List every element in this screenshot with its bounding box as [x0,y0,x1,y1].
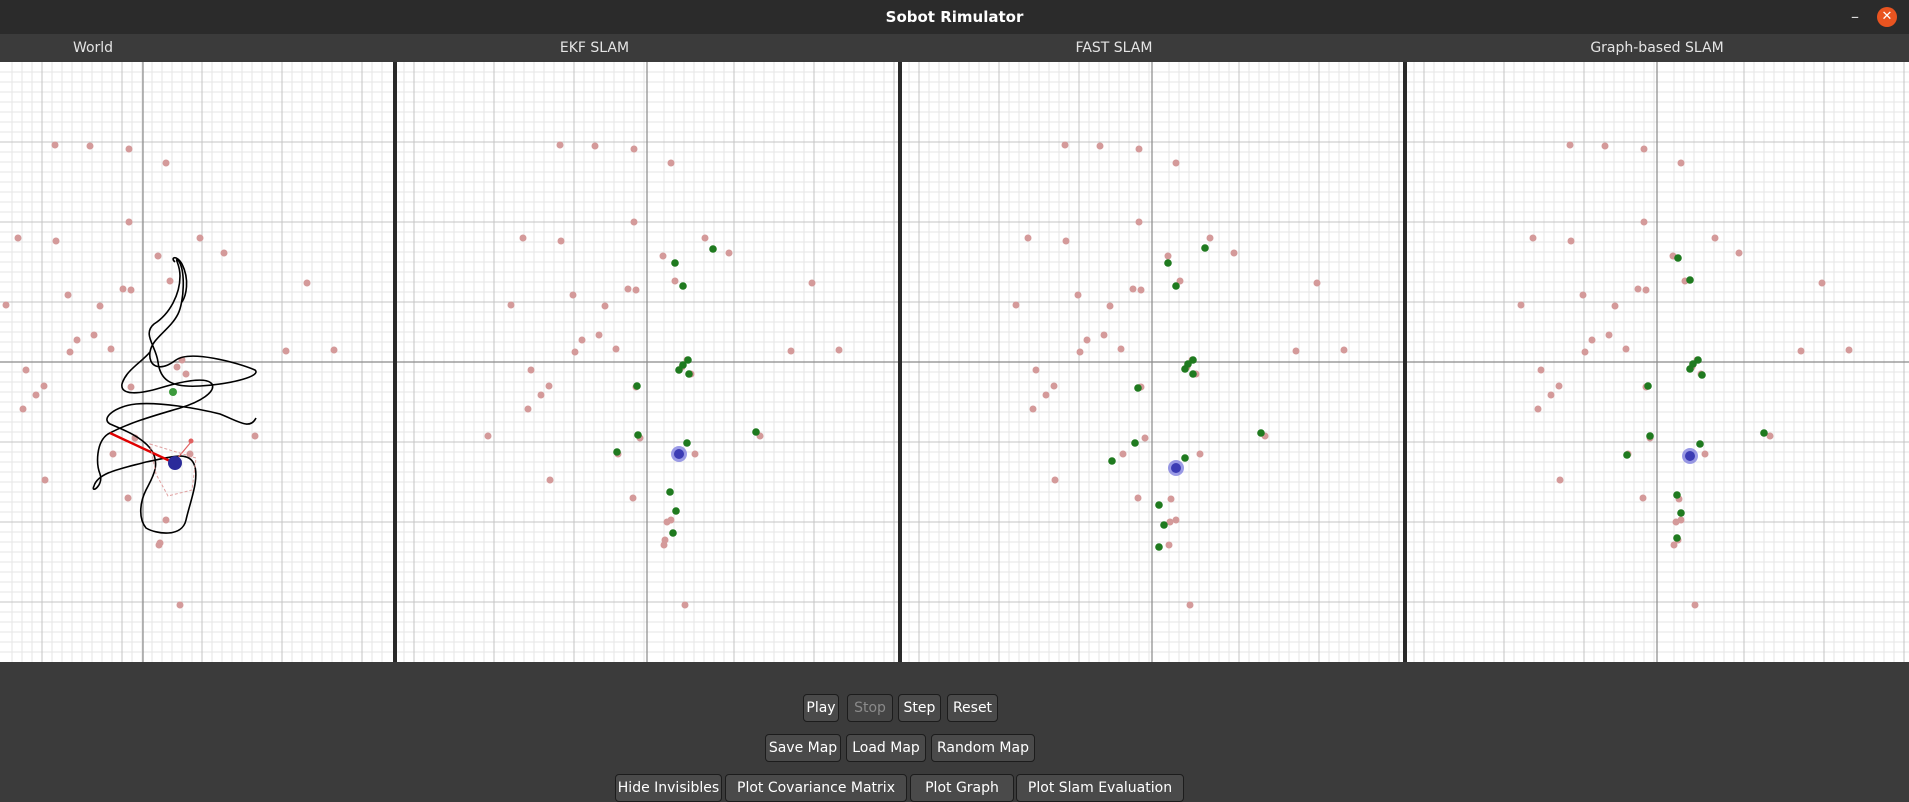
play-button[interactable]: Play [803,694,839,722]
reset-button[interactable]: Reset [947,694,998,722]
plot-covariance-matrix-button[interactable]: Plot Covariance Matrix [725,774,907,802]
step-button[interactable]: Step [898,694,941,722]
plot-graph-button[interactable]: Plot Graph [910,774,1014,802]
load-map-button[interactable]: Load Map [846,734,926,762]
panel-label-world: World [72,40,114,56]
graph-slam-view[interactable] [1407,62,1909,662]
close-icon[interactable]: ✕ [1877,7,1897,27]
random-map-button[interactable]: Random Map [931,734,1035,762]
panel-label-fast-slam: FAST SLAM [1075,40,1153,56]
panel-label-ekf-slam: EKF SLAM [559,40,630,56]
title-bar: Sobot Rimulator – ✕ [0,0,1909,34]
save-map-button[interactable]: Save Map [765,734,841,762]
fast-slam-view[interactable] [902,62,1403,662]
divider-2[interactable] [898,62,902,662]
ekf-slam-view[interactable] [397,62,898,662]
divider-1[interactable] [393,62,397,662]
world-view[interactable] [0,62,393,662]
divider-3[interactable] [1403,62,1407,662]
panel-label-graph-slam: Graph-based SLAM [1590,40,1724,56]
stop-button[interactable]: Stop [847,694,893,722]
hide-invisibles-button[interactable]: Hide Invisibles [615,774,722,802]
window-title: Sobot Rimulator [885,8,1024,26]
plot-slam-evaluation-button[interactable]: Plot Slam Evaluation [1016,774,1184,802]
minimize-icon[interactable]: – [1851,7,1859,26]
